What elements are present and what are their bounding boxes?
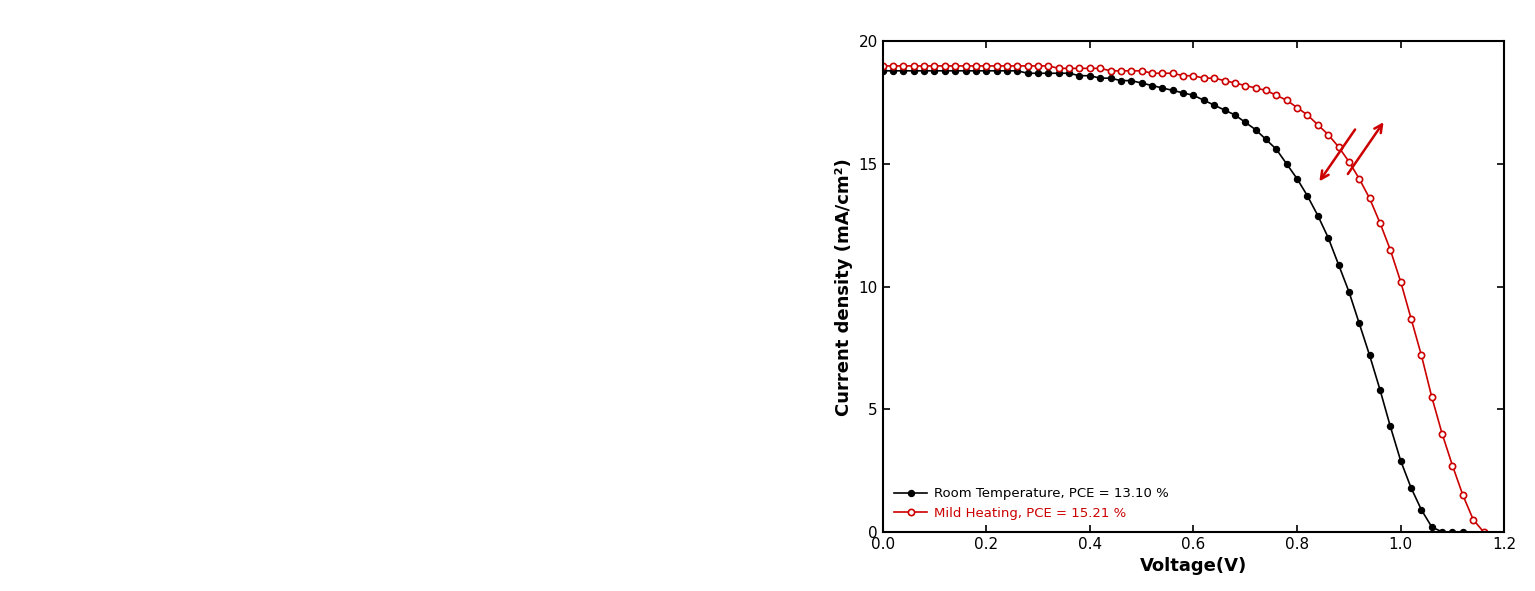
Y-axis label: Current density (mA/cm²): Current density (mA/cm²) <box>835 158 853 415</box>
Mild Heating, PCE = 15.21 % <box>873 63 892 70</box>
Room Temperature, PCE = 13.10 % <box>1434 528 1452 535</box>
Mild Heating, PCE = 15.21 % <box>1028 63 1047 70</box>
Mild Heating, PCE = 15.21 % <box>1474 528 1492 535</box>
Mild Heating, PCE = 15.21 % <box>935 63 953 70</box>
Line: Mild Heating, PCE = 15.21 %: Mild Heating, PCE = 15.21 % <box>880 63 1487 535</box>
Room Temperature, PCE = 13.10 % <box>1268 146 1286 153</box>
X-axis label: Voltage(V): Voltage(V) <box>1141 557 1246 575</box>
Room Temperature, PCE = 13.10 % <box>1122 77 1141 84</box>
Room Temperature, PCE = 13.10 % <box>1454 528 1472 535</box>
Room Temperature, PCE = 13.10 % <box>873 67 892 74</box>
Mild Heating, PCE = 15.21 % <box>967 63 985 70</box>
Legend: Room Temperature, PCE = 13.10 %, Mild Heating, PCE = 15.21 %: Room Temperature, PCE = 13.10 %, Mild He… <box>889 482 1174 525</box>
Mild Heating, PCE = 15.21 % <box>893 63 912 70</box>
Mild Heating, PCE = 15.21 % <box>1308 121 1326 128</box>
Room Temperature, PCE = 13.10 % <box>1028 70 1047 77</box>
Mild Heating, PCE = 15.21 % <box>1185 72 1203 79</box>
Line: Room Temperature, PCE = 13.10 %: Room Temperature, PCE = 13.10 % <box>880 68 1466 535</box>
Room Temperature, PCE = 13.10 % <box>893 67 912 74</box>
Room Temperature, PCE = 13.10 % <box>1277 160 1296 168</box>
Room Temperature, PCE = 13.10 % <box>904 67 923 74</box>
